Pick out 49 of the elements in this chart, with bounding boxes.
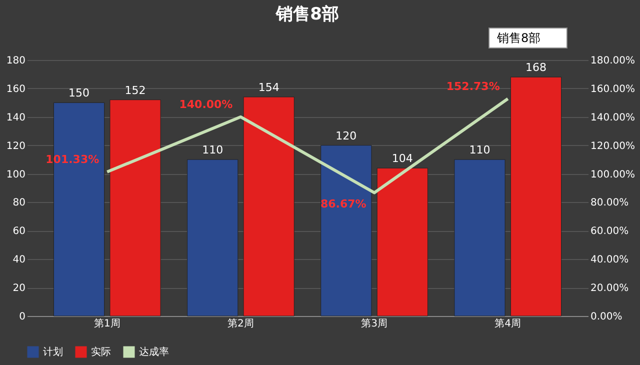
y-tick-label: 180 bbox=[6, 56, 26, 66]
y2-tick-label: 140.00% bbox=[590, 112, 635, 124]
bar bbox=[243, 96, 294, 316]
data-label: 101.33% bbox=[46, 152, 100, 166]
bar bbox=[110, 100, 161, 316]
data-label: 140.00% bbox=[179, 98, 233, 111]
legend-label: 计划 bbox=[43, 346, 63, 358]
y2-tick-label: 80.00% bbox=[590, 198, 629, 209]
data-label: 154 bbox=[258, 80, 280, 94]
bar bbox=[376, 168, 428, 316]
x-tick-label: 第4周 bbox=[494, 318, 522, 330]
bar bbox=[454, 159, 506, 316]
data-label: 150 bbox=[68, 86, 90, 100]
data-label: 152.73% bbox=[446, 80, 500, 93]
y-tick-label: 60 bbox=[12, 226, 26, 238]
bar bbox=[510, 76, 562, 316]
y2-tick-label: 180.00% bbox=[590, 56, 635, 66]
data-label: 120 bbox=[336, 129, 357, 142]
data-label: 152 bbox=[124, 84, 146, 97]
y-tick-label: 100 bbox=[6, 169, 26, 180]
legend-label: 达成率 bbox=[139, 346, 169, 358]
legend-label: 实际 bbox=[91, 346, 111, 358]
y-tick-label: 140 bbox=[6, 112, 26, 124]
y-tick-label: 0 bbox=[19, 312, 26, 322]
y2-tick-label: 160.00% bbox=[590, 84, 635, 95]
data-label: 110 bbox=[469, 144, 490, 157]
y2-tick-label: 100.00% bbox=[590, 169, 635, 180]
data-label: 110 bbox=[202, 144, 224, 157]
y2-tick-label: 20.00% bbox=[590, 283, 629, 294]
y2-tick-label: 60.00% bbox=[590, 226, 629, 238]
x-tick-label: 第3周 bbox=[361, 318, 388, 330]
y-tick-label: 40 bbox=[12, 254, 26, 266]
bar bbox=[187, 159, 238, 316]
data-label: 168 bbox=[525, 61, 546, 74]
y-tick-label: 80 bbox=[12, 198, 26, 209]
chart-title: 销售8部 bbox=[275, 4, 339, 24]
y-tick-label: 120 bbox=[6, 140, 26, 152]
y2-tick-label: 120.00% bbox=[590, 140, 635, 152]
bar bbox=[320, 145, 372, 316]
y-tick-label: 160 bbox=[6, 84, 26, 95]
y-tick-label: 20 bbox=[12, 283, 26, 294]
y2-tick-label: 0.00% bbox=[590, 312, 622, 322]
data-label: 86.67% bbox=[320, 198, 366, 211]
text: 销售8部 bbox=[496, 31, 541, 45]
x-tick-label: 第1周 bbox=[94, 318, 120, 330]
line-series bbox=[106, 97, 510, 194]
x-tick-label: 第2周 bbox=[228, 318, 254, 330]
y2-tick-label: 40.00% bbox=[590, 254, 629, 266]
data-label: 104 bbox=[392, 152, 413, 166]
